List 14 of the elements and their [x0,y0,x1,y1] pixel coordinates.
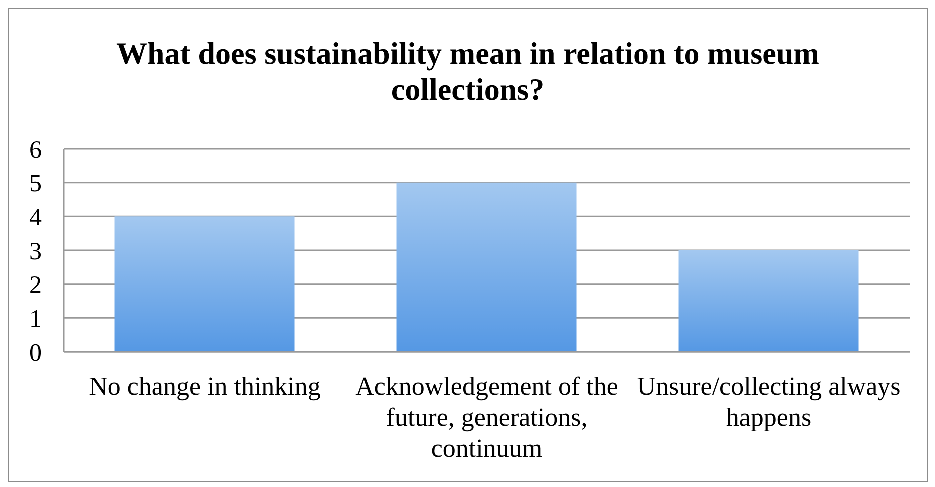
x-tick-label: Acknowledgement of the future, generations, continuum [356,372,618,463]
y-tick-label: 1 [30,306,42,334]
y-tick-label: 4 [30,204,42,232]
bar [678,250,859,352]
y-tick-label: 6 [30,136,42,164]
y-tick-label: 3 [30,238,42,266]
y-tick-label: 2 [30,272,42,300]
bar [114,216,295,352]
x-tick-label: Unsure/collecting always happens [637,372,901,432]
chart-title: What does sustainability mean in relation to museum collections? [115,36,821,108]
y-tick-label: 0 [30,340,42,367]
y-tick-label: 5 [30,170,42,198]
bar [396,182,577,352]
x-tick-label: No change in thinking [89,372,321,401]
